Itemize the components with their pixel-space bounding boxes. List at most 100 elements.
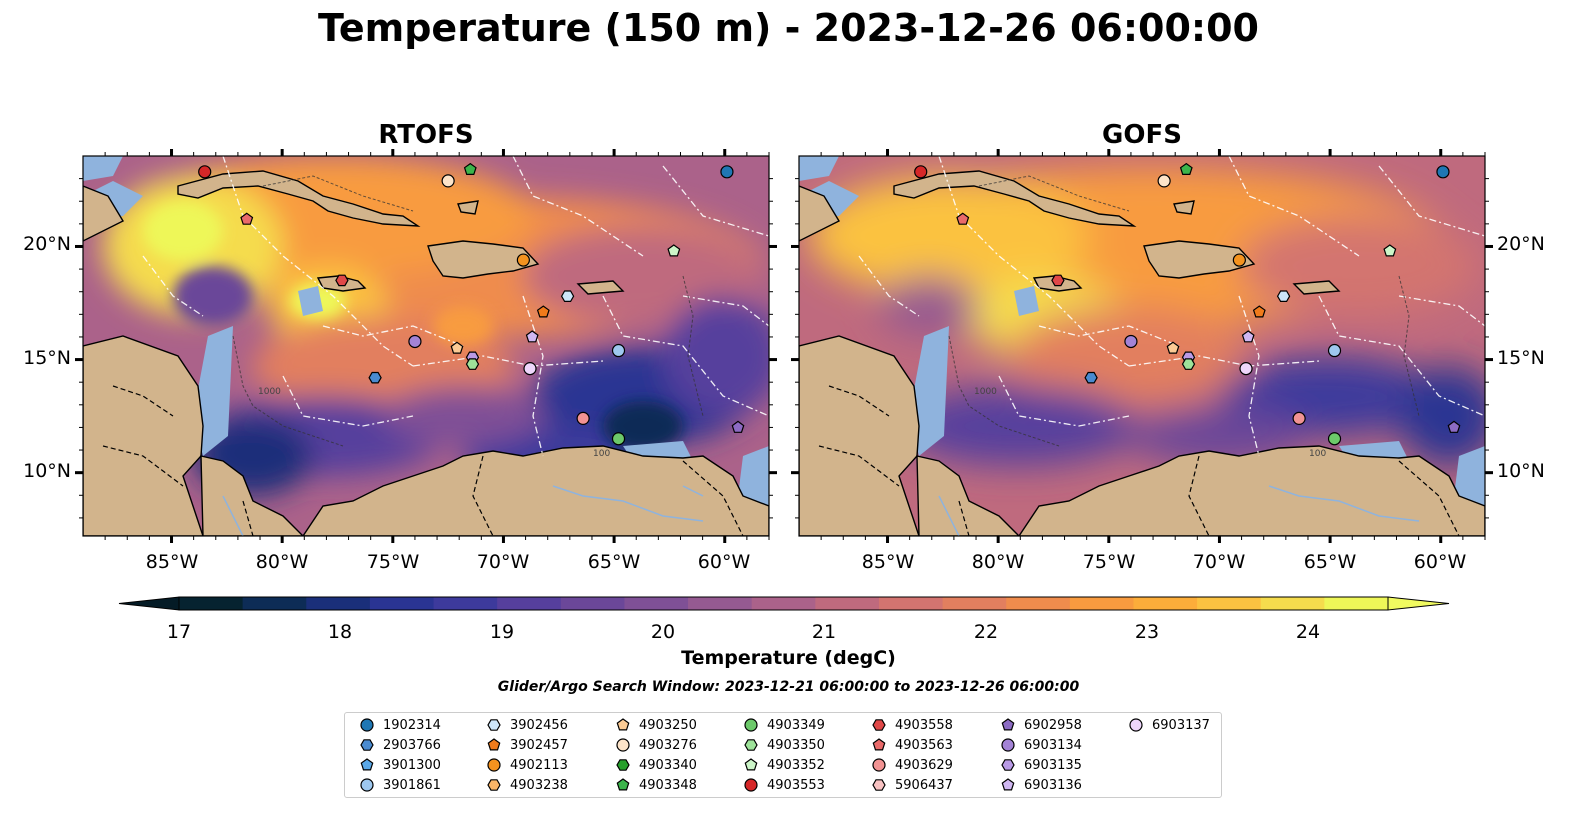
lon-label: 70°W — [1193, 551, 1246, 573]
lon-label: 75°W — [367, 551, 420, 573]
legend-label: 5906437 — [895, 777, 953, 793]
colorbar-segment — [1069, 597, 1135, 610]
legend-marker — [360, 758, 374, 771]
rivers — [938, 485, 1420, 536]
legend-label: 4903350 — [767, 737, 825, 753]
legend-label: 6903136 — [1024, 777, 1082, 793]
legend-item: 2903766 — [359, 735, 441, 755]
contour-label: 1000 — [974, 387, 997, 397]
legend-item: 6903134 — [1000, 735, 1082, 755]
circle-marker — [1129, 718, 1143, 732]
map-panel-gofs: 1000 100 — [799, 156, 1485, 536]
colorbar-segment — [878, 597, 944, 610]
legend-label: 3901861 — [383, 777, 441, 793]
legend-label: 4903250 — [639, 717, 697, 733]
colorbar-bar — [118, 596, 1450, 611]
lat-label: 10°N — [1497, 460, 1545, 482]
float-marker-4903553 — [198, 165, 212, 179]
hexagon-marker — [744, 739, 758, 751]
colorbar-tick-22: 22 — [974, 621, 998, 643]
legend-marker — [1001, 759, 1015, 771]
colorbar-extend-low — [118, 596, 180, 611]
float-marker-2903766 — [1084, 371, 1098, 384]
legend-label: 3902457 — [510, 737, 568, 753]
legend-label: 4903629 — [895, 757, 953, 773]
legend-item: 4903276 — [615, 735, 697, 755]
legend-marker — [360, 739, 374, 751]
legend-item: 4903558 — [871, 715, 953, 735]
hexagon-marker — [1001, 759, 1015, 771]
float-marker-4902113 — [1232, 253, 1246, 267]
legend-marker — [487, 779, 501, 791]
pentagon-marker — [744, 758, 758, 771]
legend: 1902314 2903766 3901300 3901861 3902456 39024… — [344, 712, 1222, 798]
float-marker-4903348 — [463, 162, 477, 175]
lat-label: 10°N — [23, 460, 71, 482]
pentagon-marker — [360, 758, 374, 771]
country-borders — [818, 385, 1460, 536]
float-marker-4903553 — [914, 165, 928, 179]
legend-marker — [360, 778, 374, 792]
float-marker-3901861 — [611, 343, 626, 358]
pentagon-marker — [1001, 778, 1015, 791]
colorbar-segment — [1260, 597, 1325, 610]
colorbar-label: Temperature (degC) — [681, 647, 896, 669]
legend-marker — [1129, 718, 1143, 732]
legend-item: 4903350 — [743, 735, 825, 755]
float-marker-4903629 — [1292, 411, 1306, 425]
colorbar-tick-18: 18 — [328, 621, 352, 643]
float-marker-1902314 — [720, 165, 734, 179]
lat-label: 20°N — [1497, 233, 1545, 255]
legend-label: 4903558 — [895, 717, 953, 733]
eez-boundaries — [858, 156, 1485, 457]
colorbar-segment — [497, 597, 562, 610]
legend-item: 3901300 — [359, 755, 441, 775]
float-marker-4903350 — [465, 358, 480, 370]
hexagon-marker — [487, 779, 501, 791]
float-marker-4903349 — [1327, 432, 1342, 446]
lon-label: 70°W — [477, 551, 530, 573]
circle-marker — [872, 758, 886, 772]
lon-labels: 85°W 80°W 75°W 70°W 65°W 60°W 85°W 80°W … — [146, 551, 1467, 573]
axis-ticks — [75, 149, 1493, 543]
float-marker-3902456 — [1276, 290, 1291, 302]
float-marker-4902113 — [516, 253, 530, 267]
map-svg-gofs: 1000 100 — [799, 156, 1485, 536]
legend-item: 4903352 — [743, 755, 825, 775]
colorbar-segment — [433, 597, 498, 610]
legend-item: 4903348 — [615, 775, 697, 795]
circle-marker — [744, 778, 758, 792]
pentagon-marker — [487, 738, 501, 751]
legend-item: 3901861 — [359, 775, 441, 795]
pentagon-marker — [1001, 718, 1015, 731]
map-svg-rtofs: 1000 100 — [83, 156, 769, 536]
lat-labels: 20°N 15°N 10°N 20°N 15°N 10°N — [23, 233, 1545, 482]
float-marker-4903250 — [1166, 341, 1180, 354]
legend-item: 4903629 — [871, 755, 953, 775]
legend-item: 6903136 — [1000, 775, 1082, 795]
legend-item: 4903238 — [486, 775, 568, 795]
figure-title: Temperature (150 m) - 2023-12-26 06:00:0… — [317, 6, 1259, 50]
float-marker-4903352 — [667, 244, 681, 257]
float-marker-3902457 — [536, 305, 550, 318]
legend-label: 3902456 — [510, 717, 568, 733]
lon-label: 65°W — [1304, 551, 1357, 573]
lon-label: 80°W — [972, 551, 1025, 573]
legend-item: 6903137 — [1128, 715, 1210, 735]
colorbar-svg: 17 18 19 20 21 22 23 24 — [118, 596, 1450, 643]
lon-label: 80°W — [256, 551, 309, 573]
colorbar-segment — [942, 597, 1007, 610]
colorbar-tick-21: 21 — [812, 621, 836, 643]
legend-label: 4903563 — [895, 737, 953, 753]
float-markers-gofs — [914, 162, 1461, 446]
colorbar-segment — [1006, 597, 1071, 610]
panel-title-rtofs: RTOFS — [378, 120, 474, 150]
colorbar-tick-20: 20 — [651, 621, 675, 643]
hexagon-marker — [360, 739, 374, 751]
contour-label: 1000 — [258, 387, 281, 397]
legend-marker — [360, 718, 374, 732]
lon-label: 75°W — [1083, 551, 1136, 573]
colorbar-tick-19: 19 — [490, 621, 514, 643]
legend-item: 6903135 — [1000, 755, 1082, 775]
lat-label: 15°N — [23, 347, 71, 369]
